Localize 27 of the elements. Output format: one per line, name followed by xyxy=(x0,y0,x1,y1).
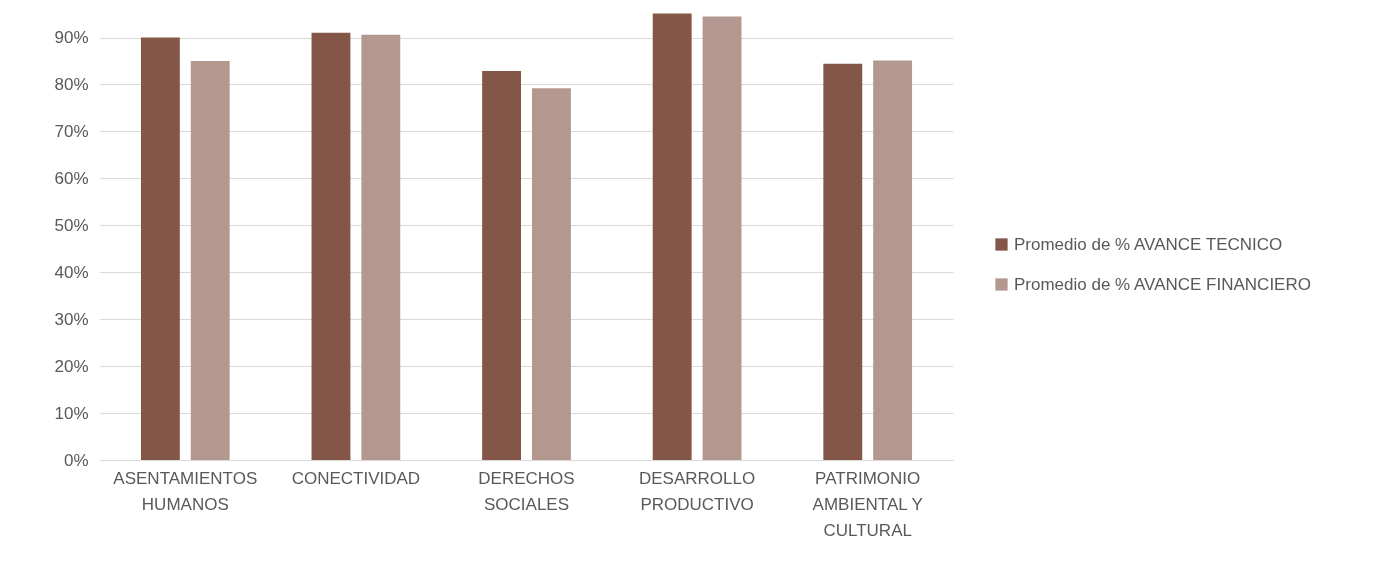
bar xyxy=(873,60,913,460)
y-tick-label: 0% xyxy=(63,450,89,470)
x-tick-label: ASENTAMIENTOS HUMANOS xyxy=(113,468,258,514)
y-tick-label: 10% xyxy=(54,403,89,423)
bar xyxy=(652,13,692,460)
bar xyxy=(190,61,230,460)
bar xyxy=(482,70,522,460)
legend-label: Promedio de % AVANCE FINANCIERO xyxy=(1014,274,1311,294)
x-tick-label: DERECHOS SOCIALES xyxy=(478,468,575,514)
bar xyxy=(311,32,351,460)
y-tick-label: 40% xyxy=(54,262,89,282)
bar xyxy=(702,16,742,460)
y-tick-label: 30% xyxy=(54,309,89,329)
bar xyxy=(361,34,401,460)
y-tick-label: 50% xyxy=(54,215,89,235)
x-tick-label: PATRIMONIO AMBIENTAL Y CULTURAL xyxy=(812,468,923,540)
y-tick-label: 90% xyxy=(54,28,89,48)
y-tick-label: 80% xyxy=(54,74,89,94)
legend-label: Promedio de % AVANCE TECNICO xyxy=(1014,234,1283,254)
bar xyxy=(531,88,571,460)
bar xyxy=(140,37,180,460)
x-tick-label: DESARROLLO PRODUCTIVO xyxy=(639,468,756,514)
y-tick-label: 70% xyxy=(54,121,89,141)
y-tick-label: 20% xyxy=(54,356,89,376)
x-tick-label: CONECTIVIDAD xyxy=(291,468,421,488)
bar xyxy=(823,63,863,460)
y-tick-label: 60% xyxy=(54,168,89,188)
